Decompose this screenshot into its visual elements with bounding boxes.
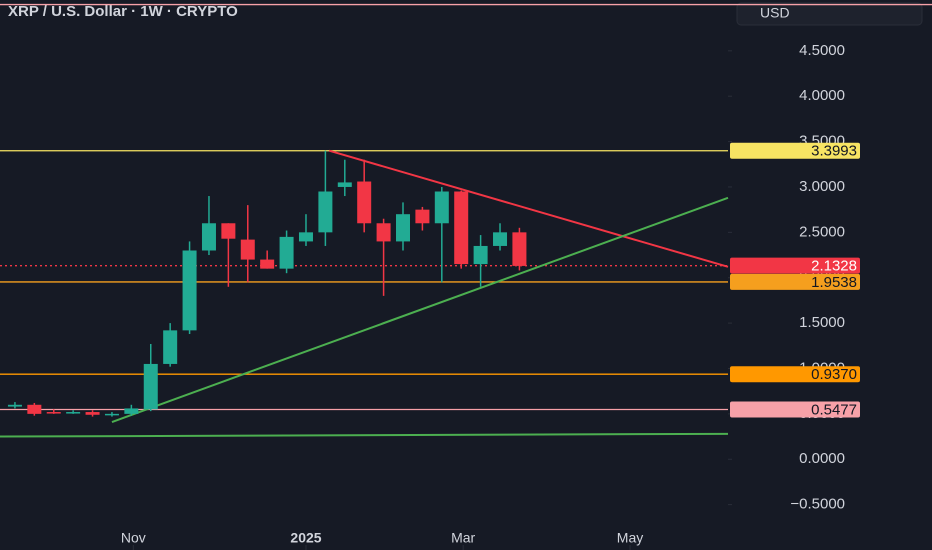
y-tick-label: 2.5000 [799,223,845,240]
candle-body [143,363,158,410]
currency-label[interactable]: USD [760,5,790,21]
x-tick-label: 2025 [290,530,321,546]
candle-body [318,191,333,233]
chart-title: XRP / U.S. Dollar · 1W · CRYPTO [8,3,238,20]
x-tick-label: May [617,530,643,546]
y-tick-label: 4.5000 [799,42,845,59]
level-label: 0.5477 [811,402,857,419]
candle-body [66,412,81,414]
candle-body [396,214,410,242]
y-tick-label: −0.5000 [790,496,845,513]
candle-body [46,412,61,414]
candle-body [201,223,216,251]
candle-body [163,330,178,364]
candle-body [473,245,488,265]
candle-body [240,239,255,260]
candle-body [357,181,372,224]
trendline [0,432,729,438]
candle-body [337,182,352,187]
level-label: 0.9370 [811,366,857,383]
candle-body [104,413,119,416]
candle-body [512,232,527,266]
candle-body [298,232,313,242]
currency-button[interactable] [736,2,923,26]
level-badge [730,142,860,159]
trendline [111,196,729,423]
y-tick-label: 1.5000 [799,314,845,331]
candle-body [221,223,236,239]
level-label: 1.9538 [811,274,857,291]
level-label: 2.1328 [811,258,857,275]
candle-body [415,209,430,224]
candle-body [85,412,100,415]
candle-body [260,259,275,269]
y-tick-label: 4.0000 [799,87,845,104]
candle-body [454,191,469,265]
candle-body [493,232,508,246]
y-tick-label: 3.0000 [799,178,845,195]
candle-body [279,236,294,269]
candle-body [182,250,197,331]
candle-body [27,404,42,414]
level-label: 3.3993 [811,143,857,160]
x-tick-label: Nov [121,530,146,546]
candle-body [124,408,139,414]
trendline [328,149,729,268]
y-tick-label: 0.0000 [799,450,845,467]
level-badge [730,366,860,383]
level-badge [730,273,860,290]
candle-body [376,223,391,242]
level-badge [730,257,860,274]
x-tick-label: Mar [451,530,475,546]
candle-body [7,404,22,407]
candle-body [434,191,449,224]
level-badge [730,401,860,418]
